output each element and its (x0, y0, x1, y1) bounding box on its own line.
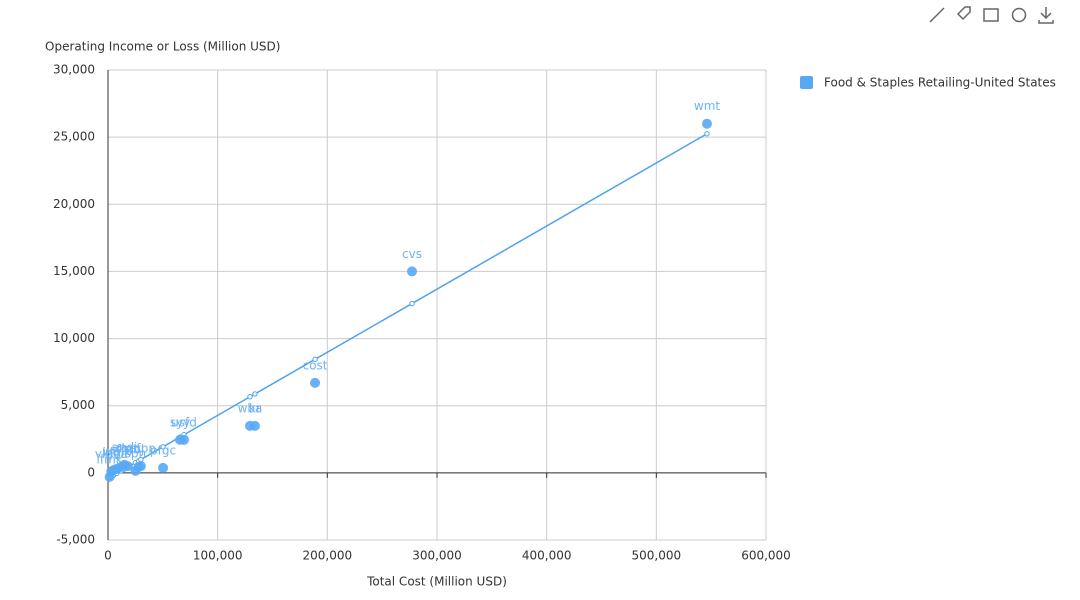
point-label: cvs (402, 247, 422, 261)
point-label: kr (249, 401, 261, 415)
y-tick-label: -5,000 (56, 533, 95, 547)
x-axis-title: Total Cost (Million USD) (366, 575, 507, 589)
point-label: syy (170, 415, 190, 429)
point-label: vlgea (95, 447, 128, 461)
point-label: andi (111, 440, 137, 454)
point-label: cost (303, 358, 328, 372)
toolbar (929, 6, 1054, 24)
point-label: bj (133, 442, 144, 456)
point (406, 266, 417, 277)
trend-line (109, 133, 708, 479)
y-tick-label: 25,000 (53, 130, 95, 144)
point-label: wba (238, 401, 263, 415)
trend-point (247, 394, 253, 400)
trend-point (704, 131, 710, 137)
y-tick-label: 0 (87, 465, 95, 479)
x-tick-label: 600,000 (741, 549, 791, 563)
point-label: spn (125, 446, 146, 460)
point-label: usfd (171, 415, 197, 429)
tag-tool[interactable] (956, 6, 971, 21)
y-tick-label: 5,000 (61, 398, 95, 412)
legend-swatch[interactable] (800, 76, 813, 89)
download-tool[interactable] (1038, 7, 1054, 24)
point (135, 461, 146, 472)
x-tick-label: 200,000 (303, 549, 353, 563)
point (249, 420, 260, 431)
trend-point (160, 444, 166, 450)
point-label: ifmk (97, 452, 123, 466)
point (122, 461, 133, 472)
refresh-tool[interactable] (1011, 7, 1027, 23)
x-tick-label: 0 (104, 549, 112, 563)
point (178, 434, 189, 445)
point (158, 462, 169, 473)
y-tick-label: 15,000 (53, 264, 95, 278)
x-tick-label: 500,000 (632, 549, 682, 563)
x-tick-label: 300,000 (412, 549, 462, 563)
trend-point (252, 391, 258, 397)
trend-point (312, 356, 318, 363)
point-label: wmk (103, 444, 132, 458)
point-label: gopp (126, 442, 156, 456)
trend-point (409, 300, 415, 307)
y-tick-label: 10,000 (53, 331, 95, 345)
point (310, 377, 321, 388)
x-tick-label: 100,000 (193, 549, 243, 563)
point-label: sfm (110, 442, 132, 456)
table-tool[interactable] (983, 8, 999, 22)
point-label: chef (115, 442, 142, 456)
y-tick-label: 30,000 (53, 63, 95, 77)
point-label: pfgc (150, 443, 176, 457)
y-tick-label: 20,000 (53, 197, 95, 211)
y-axis-title: Operating Income or Loss (Million USD) (45, 40, 280, 54)
point (701, 118, 712, 129)
line-tool[interactable] (929, 7, 945, 23)
point-label: wmt (694, 99, 721, 113)
legend-label[interactable]: Food & Staples Retailing-United States (824, 76, 1056, 90)
point-label: ingl (103, 446, 125, 460)
x-tick-label: 400,000 (522, 549, 572, 563)
